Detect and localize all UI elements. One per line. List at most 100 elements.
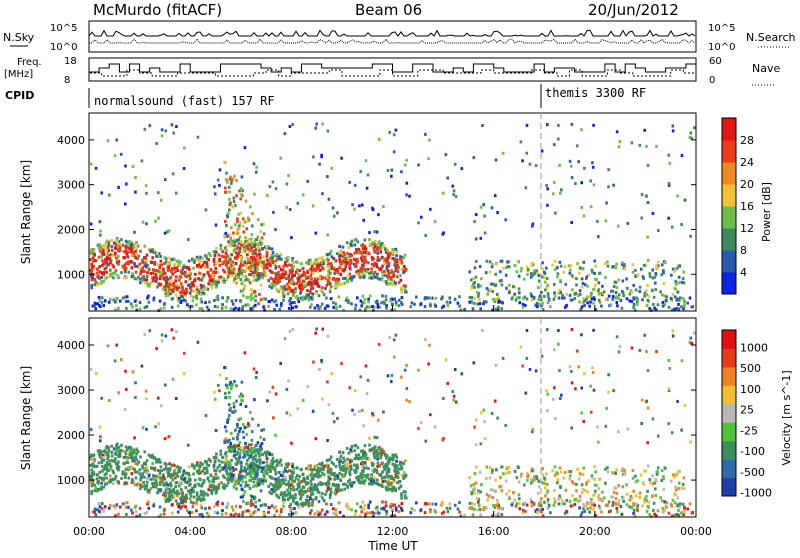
power-cell — [530, 292, 533, 295]
velocity-cell — [342, 451, 345, 454]
power-cell — [558, 289, 561, 292]
velocity-cell — [212, 476, 215, 479]
power-cell — [178, 279, 181, 282]
power-cell — [212, 270, 215, 273]
power-cell — [196, 286, 199, 289]
power-cell — [522, 303, 525, 306]
power-cell — [374, 251, 377, 254]
velocity-cell — [155, 461, 158, 464]
velocity-cell — [269, 483, 272, 486]
power-cell — [660, 273, 663, 276]
velocity-cell — [282, 505, 285, 508]
velocity-cell — [123, 482, 126, 485]
power-cell — [452, 193, 455, 196]
velocity-cell — [201, 485, 204, 488]
velocity-cell — [342, 469, 345, 472]
power-cell — [473, 281, 476, 284]
velocity-cell — [99, 488, 102, 491]
velocity-cell — [495, 468, 498, 471]
power-cell — [207, 271, 210, 274]
velocity-cell — [199, 465, 202, 468]
velocity-cell — [400, 497, 403, 500]
velocity-cell — [189, 498, 192, 501]
power-cell — [187, 238, 190, 241]
velocity-cell — [259, 462, 262, 465]
power-cell — [346, 241, 349, 244]
velocity-cell — [522, 512, 525, 515]
velocity-cell — [214, 511, 217, 514]
power-cell — [275, 187, 278, 190]
velocity-cell — [274, 489, 277, 492]
velocity-cell — [329, 477, 332, 480]
power-cell — [481, 124, 484, 127]
power-cell — [260, 264, 263, 267]
power-cell — [244, 261, 247, 264]
power-cell — [471, 301, 474, 304]
velocity-cell — [288, 505, 291, 508]
power-cell — [370, 271, 373, 274]
power-cell — [103, 271, 106, 274]
velocity-cell — [141, 485, 144, 488]
power-cell — [306, 275, 309, 278]
power-cell — [411, 301, 414, 304]
power-cell — [274, 272, 277, 275]
power-cell — [640, 217, 643, 220]
power-cell — [130, 261, 133, 264]
power-cell — [96, 284, 99, 287]
power-cell — [125, 240, 128, 243]
power-cell — [355, 304, 358, 307]
power-cell — [597, 235, 600, 238]
power-cell — [135, 304, 138, 307]
power-cell — [484, 232, 487, 235]
power-cell — [429, 304, 432, 307]
power-cell — [172, 172, 175, 175]
velocity-cell — [441, 502, 444, 505]
power-cell — [410, 305, 413, 308]
power-cell — [483, 215, 486, 218]
power-cell — [305, 261, 308, 264]
power-cell — [130, 303, 133, 306]
power-cell — [270, 282, 273, 285]
velocity-cell — [353, 444, 356, 447]
power-cell — [179, 275, 182, 278]
velocity-cell — [242, 423, 245, 426]
velocity-cell — [127, 456, 130, 459]
velocity-cell — [639, 492, 642, 495]
velocity-cell — [235, 487, 238, 490]
power-cell — [304, 297, 307, 300]
velocity-cell — [246, 433, 249, 436]
power-cell — [582, 267, 585, 270]
power-cell — [417, 221, 420, 224]
power-cell — [594, 284, 597, 287]
velocity-cell — [133, 468, 136, 471]
power-cell — [404, 163, 407, 166]
velocity-cell — [343, 488, 346, 491]
power-cell — [197, 290, 200, 293]
power-cell — [654, 282, 657, 285]
power-cell — [594, 265, 597, 268]
power-cell — [339, 254, 342, 257]
power-cell — [255, 279, 258, 282]
power-cell — [282, 299, 285, 302]
power-cell — [293, 301, 296, 304]
velocity-cell — [170, 491, 173, 494]
power-cell — [204, 301, 207, 304]
power-cell — [301, 298, 304, 301]
velocity-cell — [213, 464, 216, 467]
velocity-cell — [390, 482, 393, 485]
velocity-cell — [174, 485, 177, 488]
power-cell — [206, 257, 209, 260]
power-cell — [668, 154, 671, 157]
velocity-cell — [334, 491, 337, 494]
power-cell — [278, 265, 281, 268]
power-cell — [135, 271, 138, 274]
velocity-cell — [249, 474, 252, 477]
velocity-cell — [620, 505, 623, 508]
power-cell — [507, 265, 510, 268]
velocity-cell — [403, 471, 406, 474]
power-cell — [186, 303, 189, 306]
velocity-cell — [542, 473, 545, 476]
power-cell — [336, 252, 339, 255]
power-cell — [198, 272, 201, 275]
velocity-cell — [258, 483, 261, 486]
